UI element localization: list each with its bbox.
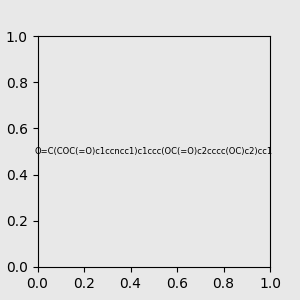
- Text: O=C(COC(=O)c1ccncc1)c1ccc(OC(=O)c2cccc(OC)c2)cc1: O=C(COC(=O)c1ccncc1)c1ccc(OC(=O)c2cccc(O…: [35, 147, 273, 156]
